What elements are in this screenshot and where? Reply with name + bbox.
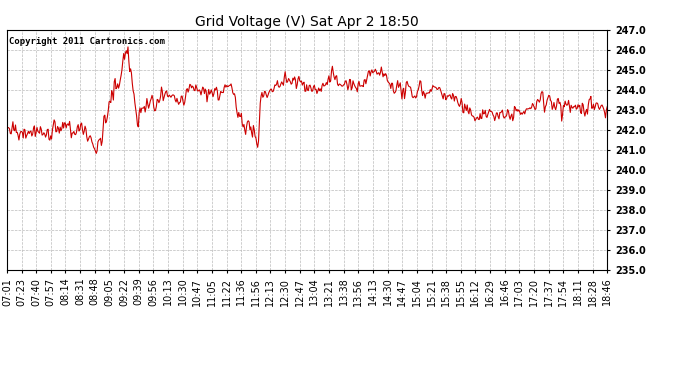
Title: Grid Voltage (V) Sat Apr 2 18:50: Grid Voltage (V) Sat Apr 2 18:50 <box>195 15 419 29</box>
Text: Copyright 2011 Cartronics.com: Copyright 2011 Cartronics.com <box>9 37 165 46</box>
